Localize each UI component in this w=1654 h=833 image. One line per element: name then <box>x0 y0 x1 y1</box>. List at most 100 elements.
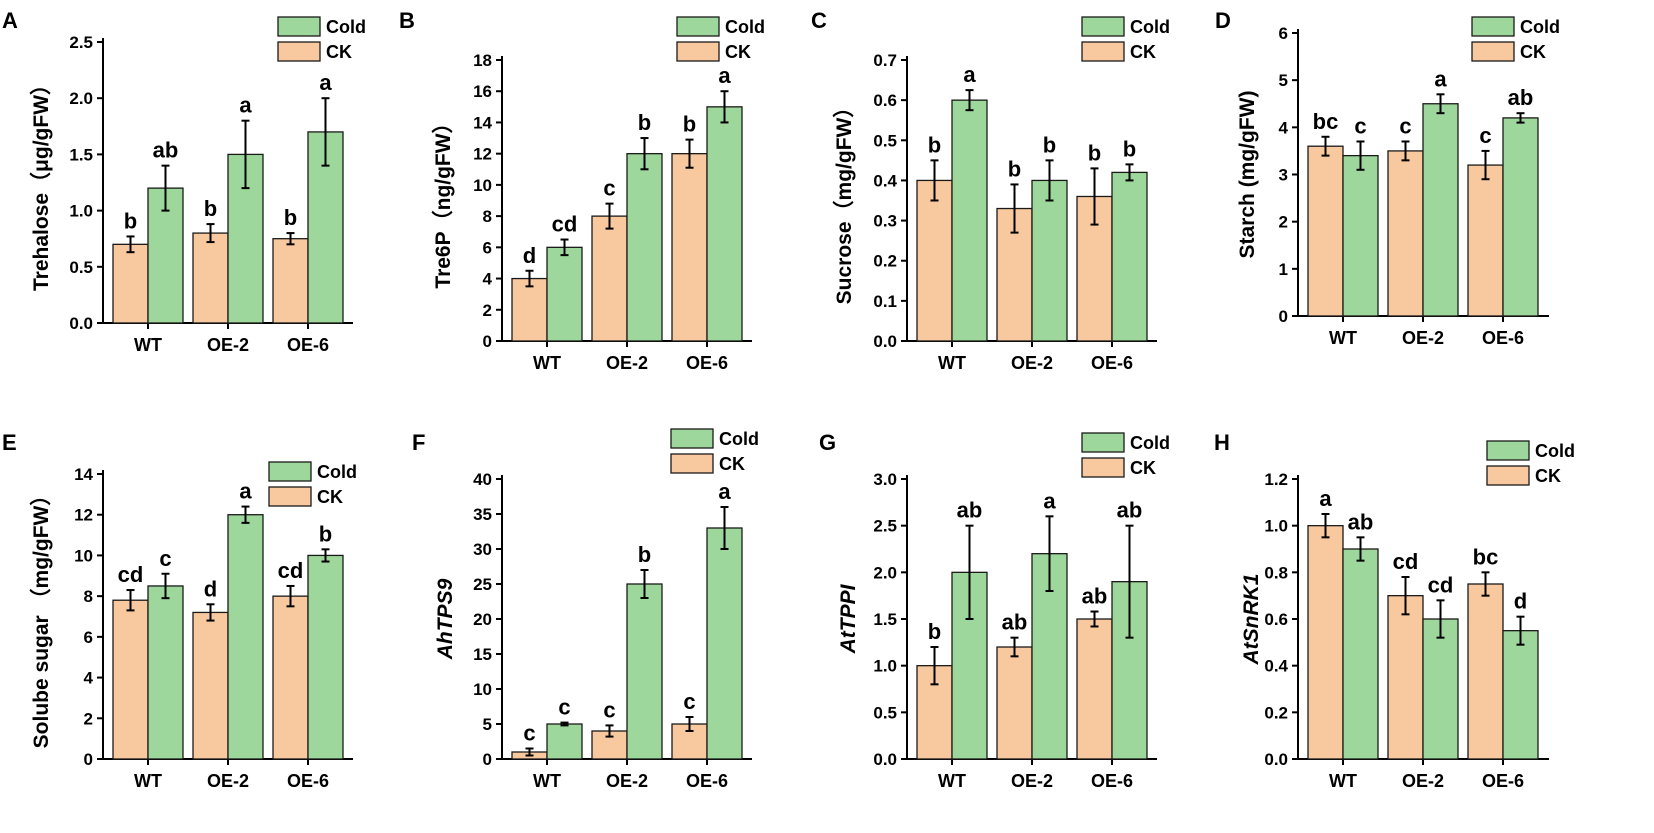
y-tick-label-C-6: 0.6 <box>873 91 897 110</box>
bar-H-ck-1 <box>1387 595 1424 760</box>
legend-swatch-H-ck <box>1486 465 1530 486</box>
legend-swatch-G-cold <box>1081 432 1125 453</box>
y-tick-label-B-5: 10 <box>473 176 492 195</box>
x-tick-label-B-1: OE-2 <box>606 353 648 373</box>
legend-swatch-D-ck <box>1471 41 1515 62</box>
y-tick-label-F-5: 25 <box>473 575 492 594</box>
significance-letter-B-cold-2: a <box>718 63 731 88</box>
bar-H-cold-2 <box>1502 630 1539 760</box>
x-tick-label-E-2: OE-6 <box>287 771 329 791</box>
significance-letter-A-cold-0: ab <box>153 138 179 163</box>
y-tick-label-H-2: 0.4 <box>1264 657 1288 676</box>
bar-D-ck-1 <box>1387 150 1424 317</box>
legend-swatch-B-ck <box>676 41 720 62</box>
y-tick-label-B-8: 16 <box>473 82 492 101</box>
bar-A-ck-0 <box>112 243 149 324</box>
legend-label-D-cold: Cold <box>1520 17 1560 37</box>
y-tick-label-E-2: 4 <box>84 669 94 688</box>
significance-letter-D-ck-2: c <box>1479 123 1491 148</box>
legend-swatch-A-cold <box>277 16 321 37</box>
legend-swatch-C-ck <box>1081 41 1125 62</box>
legend-label-E-ck: CK <box>317 487 343 507</box>
significance-letter-G-ck-2: ab <box>1082 584 1108 609</box>
bar-E-ck-0 <box>112 599 149 760</box>
x-tick-label-B-0: WT <box>533 353 561 373</box>
y-tick-label-H-4: 0.8 <box>1264 563 1288 582</box>
significance-letter-B-ck-2: b <box>683 112 696 137</box>
bar-F-cold-1 <box>626 583 663 760</box>
y-tick-label-F-2: 10 <box>473 680 492 699</box>
y-tick-label-A-3: 1.5 <box>69 145 93 164</box>
bar-C-cold-2 <box>1111 171 1148 342</box>
legend-label-B-ck: CK <box>725 42 751 62</box>
y-tick-label-A-4: 2.0 <box>69 89 93 108</box>
y-tick-label-E-4: 8 <box>84 587 93 606</box>
panel-letter-C: C <box>811 8 827 33</box>
x-tick-label-H-1: OE-2 <box>1402 771 1444 791</box>
y-tick-label-C-1: 0.1 <box>873 292 897 311</box>
significance-letter-E-cold-2: b <box>319 521 332 546</box>
significance-letter-F-ck-0: c <box>523 721 535 746</box>
y-tick-label-B-9: 18 <box>473 51 492 70</box>
y-tick-label-G-3: 1.5 <box>873 610 897 629</box>
y-tick-label-G-0: 0.0 <box>873 750 897 769</box>
bar-D-cold-2 <box>1502 117 1539 317</box>
bar-E-cold-1 <box>227 514 264 760</box>
legend-swatch-E-cold <box>268 461 312 482</box>
significance-letter-G-cold-2: ab <box>1117 498 1143 523</box>
significance-letter-G-ck-0: b <box>928 619 941 644</box>
panel-letter-F: F <box>412 430 425 455</box>
significance-letter-A-ck-1: b <box>204 196 217 221</box>
y-axis-label-A: Trehalose（μg/gFW） <box>29 74 53 291</box>
y-tick-label-G-1: 0.5 <box>873 703 897 722</box>
y-tick-label-A-2: 1.0 <box>69 202 93 221</box>
significance-letter-A-cold-2: a <box>319 70 332 95</box>
y-tick-label-F-3: 15 <box>473 645 492 664</box>
significance-letter-A-ck-2: b <box>284 205 297 230</box>
y-tick-label-D-0: 0 <box>1279 307 1288 326</box>
significance-letter-C-ck-2: b <box>1088 140 1101 165</box>
significance-letter-E-cold-0: c <box>159 546 171 571</box>
bar-H-ck-0 <box>1307 525 1344 760</box>
bar-E-cold-0 <box>147 585 184 760</box>
x-tick-label-G-2: OE-6 <box>1091 771 1133 791</box>
x-tick-label-A-0: WT <box>134 335 162 355</box>
y-tick-label-B-2: 4 <box>483 270 493 289</box>
significance-letter-F-ck-2: c <box>683 689 695 714</box>
significance-letter-D-ck-1: c <box>1399 113 1411 138</box>
panel-letter-G: G <box>819 430 836 455</box>
y-axis-label-F: AhTPS9 <box>434 578 457 660</box>
bar-C-cold-0 <box>951 99 988 342</box>
y-tick-label-A-5: 2.5 <box>69 33 93 52</box>
bar-E-ck-1 <box>192 611 229 760</box>
legend-swatch-H-cold <box>1486 440 1530 461</box>
y-axis-label-C: Sucrose（mg/gFW） <box>832 97 856 305</box>
legend-label-C-cold: Cold <box>1130 17 1170 37</box>
y-tick-label-A-0: 0.0 <box>69 314 93 333</box>
y-tick-label-H-1: 0.2 <box>1264 703 1288 722</box>
panel-letter-B: B <box>399 8 415 33</box>
y-tick-label-B-1: 2 <box>483 301 492 320</box>
legend-label-A-ck: CK <box>326 42 352 62</box>
y-tick-label-C-3: 0.3 <box>873 212 897 231</box>
significance-letter-E-ck-2: cd <box>278 558 304 583</box>
significance-letter-E-cold-1: a <box>239 479 252 504</box>
bar-D-cold-0 <box>1342 154 1379 317</box>
y-axis-label-D: Starch (mg/gFW) <box>1236 91 1259 259</box>
y-tick-label-H-5: 1.0 <box>1264 517 1288 536</box>
significance-letter-D-cold-1: a <box>1434 66 1447 91</box>
significance-letter-C-ck-1: b <box>1008 156 1021 181</box>
bar-E-cold-2 <box>307 554 344 760</box>
bar-H-ck-2 <box>1467 583 1504 760</box>
significance-letter-A-ck-0: b <box>124 208 137 233</box>
bar-F-cold-0 <box>546 723 583 760</box>
y-tick-label-G-4: 2.0 <box>873 563 897 582</box>
panel-letter-H: H <box>1214 430 1230 455</box>
significance-letter-F-ck-1: c <box>603 697 615 722</box>
legend-swatch-D-cold <box>1471 16 1515 37</box>
y-tick-label-G-5: 2.5 <box>873 517 897 536</box>
y-tick-label-C-4: 0.4 <box>873 171 897 190</box>
y-axis-label-E: Solube sugar （mg/gFW） <box>29 485 53 749</box>
panel-letter-D: D <box>1215 8 1231 33</box>
significance-letter-B-cold-1: b <box>638 110 651 135</box>
